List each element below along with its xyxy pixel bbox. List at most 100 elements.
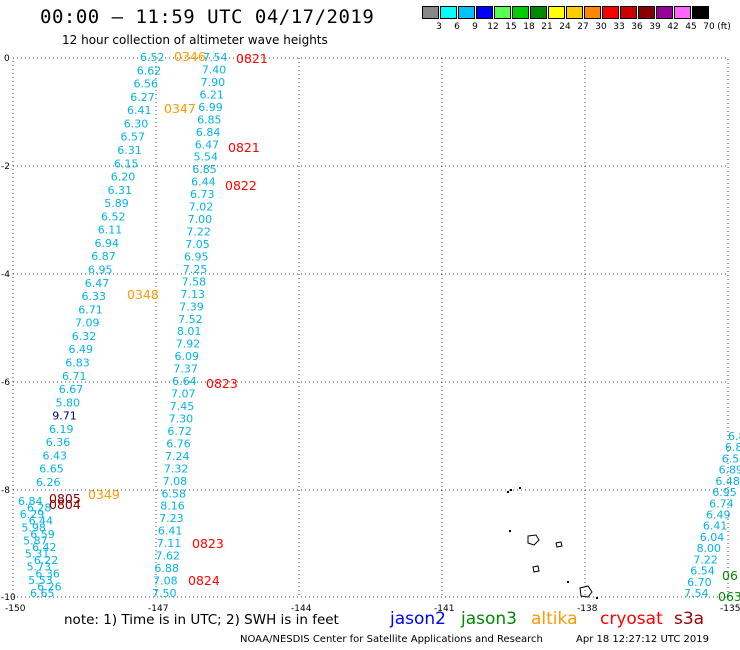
legend-swatch — [440, 6, 457, 19]
legend-swatch — [476, 6, 493, 19]
wave-height-label: 7.37 — [173, 363, 198, 376]
wave-height-label: 5.54 — [194, 151, 219, 164]
wave-height-label: 6.64 — [172, 375, 197, 388]
pass-time-label: 0805 — [49, 491, 81, 506]
wave-height-label: 6.84 — [196, 126, 221, 139]
wave-height-label: 7.50 — [152, 587, 177, 600]
wave-height-label: 6.57 — [722, 452, 740, 465]
island-dot — [519, 487, 521, 489]
map-frame — [12, 57, 729, 598]
legend-swatch — [602, 6, 619, 19]
legend-swatch — [674, 6, 691, 19]
wave-height-label: 7.40 — [202, 63, 227, 76]
legend-label: 21 — [541, 22, 553, 32]
wave-height-label: 7.58 — [182, 275, 207, 288]
pass-time-label: 0349 — [88, 487, 120, 502]
wave-height-label: 6.20 — [111, 171, 136, 184]
wave-height-label: 6.21 — [199, 88, 224, 101]
wave-height-label: 5.87 — [23, 534, 48, 547]
wave-height-label: 6.56 — [134, 78, 159, 91]
legend-swatch — [422, 6, 439, 19]
wave-height-label: 6.42 — [32, 541, 57, 554]
wave-height-label: 6.59 — [30, 528, 54, 541]
wave-height-label: 7.22 — [693, 553, 718, 566]
legend-swatch — [692, 6, 709, 19]
wave-height-label: 6.67 — [59, 383, 84, 396]
legend-label: 6 — [454, 22, 460, 32]
wave-height-label: 5.98 — [21, 521, 46, 534]
y-axis-label: -4 — [1, 270, 10, 280]
wave-height-label: 6.88 — [154, 562, 179, 575]
wave-height-label: 6.44 — [29, 515, 53, 528]
wave-height-label: 7.07 — [171, 388, 196, 401]
legend-label: 33 — [613, 22, 625, 32]
island-dot — [596, 597, 598, 599]
legend-s3a: s3a — [674, 609, 705, 629]
y-axis-label: 0 — [4, 54, 10, 64]
wave-height-label: 7.45 — [170, 400, 195, 413]
pass-time-label: 063 — [718, 589, 740, 604]
y-axis-label: -2 — [1, 162, 10, 172]
island-dot — [509, 530, 511, 532]
legend-swatch — [494, 6, 511, 19]
wave-height-label: 6.15 — [114, 157, 139, 170]
wave-height-label: 6.72 — [167, 425, 192, 438]
wave-height-label: 6.36 — [35, 567, 60, 580]
wave-height-label: 6.87 — [91, 250, 116, 263]
wave-height-label: 6.99 — [198, 101, 223, 114]
wave-height-label: 7.90 — [201, 76, 226, 89]
wave-height-label: 6.31 — [108, 184, 133, 197]
wave-height-label: 6.26 — [36, 476, 61, 489]
wave-height-label: 8.16 — [160, 500, 185, 513]
pass-time-label: 0823 — [192, 536, 224, 551]
legend-swatch — [656, 6, 673, 19]
wave-height-label: 6.49 — [69, 343, 94, 356]
legend-label: 3 — [436, 22, 442, 32]
wave-height-label: 6.71 — [62, 370, 87, 383]
legend-swatch — [530, 6, 547, 19]
wave-height-label: 6.11 — [98, 224, 123, 237]
wave-height-label: 7.00 — [188, 213, 213, 226]
wave-height-label: 6.65 — [39, 463, 64, 476]
pass-time-label: 0824 — [188, 573, 220, 588]
legend-label: 30 — [595, 22, 607, 32]
wave-height-label: 6.27 — [130, 91, 155, 104]
legend-label: 15 — [505, 22, 517, 32]
wave-height-label: 6.31 — [117, 144, 142, 157]
wave-height-label: 6.26 — [37, 580, 62, 593]
wave-height-label: 6.48 — [715, 475, 740, 488]
wave-height-label: 7.24 — [165, 450, 190, 463]
wave-height-label: 7.23 — [159, 512, 184, 525]
wave-height-label: 6.73 — [190, 188, 215, 201]
pass-time-label: 0822 — [225, 178, 257, 193]
legend-swatch — [566, 6, 583, 19]
wave-height-label: 7.32 — [164, 462, 189, 475]
wave-height-label: 6.85 — [192, 163, 217, 176]
wave-height-label: 6.83 — [65, 356, 90, 369]
pass-time-label: 0347 — [164, 101, 196, 116]
legend-unit: (ft) — [717, 22, 731, 32]
wave-height-label: 7.54 — [203, 51, 228, 64]
island-outline — [527, 534, 540, 546]
wave-height-label: 6.85 — [197, 113, 222, 126]
wave-height-label: 9.71 — [52, 410, 77, 423]
wave-height-label: 7.09 — [75, 317, 100, 330]
wave-height-label: 7.52 — [178, 313, 203, 326]
wave-height-label: 6.36 — [46, 436, 71, 449]
x-axis-label: -135 — [720, 604, 740, 614]
footer-note: note: 1) Time is in UTC; 2) SWH is in fe… — [64, 612, 339, 628]
legend-swatch — [638, 6, 655, 19]
wave-height-label: 6.94 — [95, 237, 120, 250]
wave-height-label: 6.95 — [712, 486, 737, 499]
wave-height-label: 6.86 — [728, 430, 740, 443]
wave-height-label: 6.47 — [195, 138, 220, 151]
wave-height-label: 6.43 — [43, 449, 68, 462]
pass-time-label: 0804 — [49, 497, 81, 512]
island-outline — [532, 565, 540, 573]
x-axis-label: -150 — [5, 604, 26, 614]
wave-height-label: 6.74 — [709, 497, 734, 510]
wave-height-label: 6.44 — [191, 176, 216, 189]
y-axis-label: -10 — [1, 593, 16, 603]
legend-swatch — [620, 6, 637, 19]
wave-height-label: 5.80 — [56, 396, 81, 409]
